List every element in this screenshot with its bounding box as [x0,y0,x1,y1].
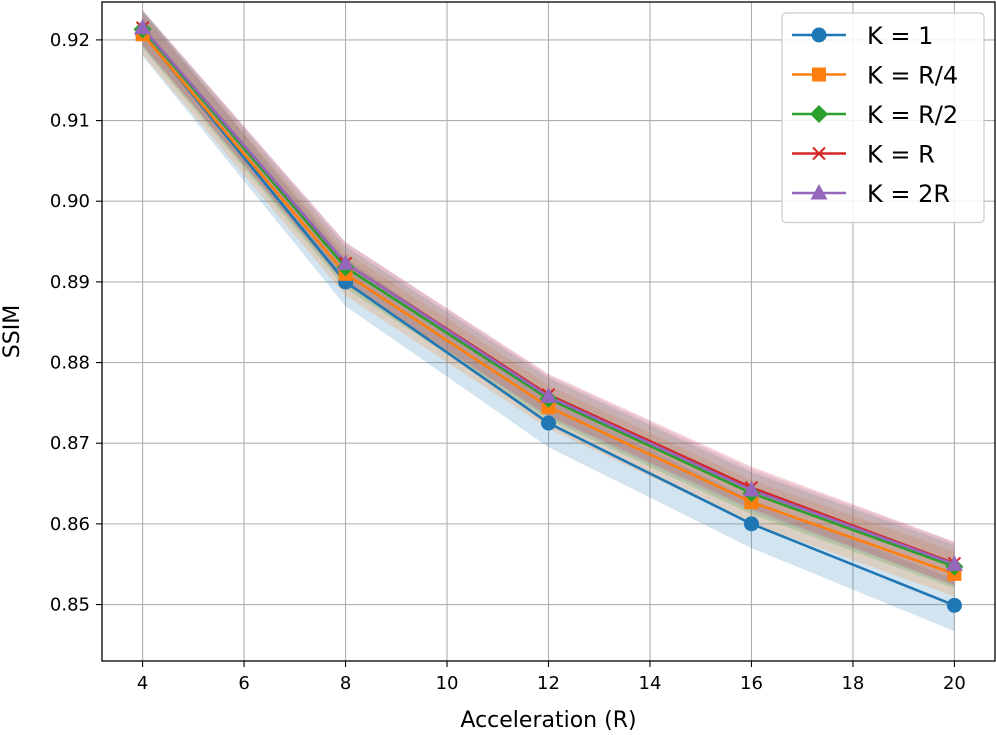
legend-marker [812,67,826,82]
series-band [142,10,955,586]
x-tick-label: 18 [841,673,864,694]
y-tick-label: 0.88 [50,353,90,374]
x-tick-label: 10 [436,673,459,694]
legend-item[interactable]: K = R [792,141,935,169]
legend-item[interactable]: K = R/2 [792,101,958,129]
y-tick-label: 0.91 [50,111,90,132]
data-point [743,516,759,532]
y-axis-ticks: 0.85 0.86 0.87 0.88 0.89 0.90 0.91 0.92 [50,30,102,616]
data-point [337,254,355,270]
x-axis-ticks: 4 6 8 10 12 14 16 18 20 [137,661,966,694]
x-tick-label: 8 [340,673,351,694]
legend-marker [812,146,826,161]
legend-item[interactable]: K = R/4 [792,62,958,90]
series-band [142,10,955,632]
y-tick-label: 0.85 [50,595,90,616]
data-point [946,597,962,613]
legend-label: K = 2R [867,180,950,208]
series-markers [133,18,964,613]
legend-box [781,12,985,224]
legend-label: K = R/4 [867,62,958,90]
data-point [541,415,556,431]
y-tick-label: 0.90 [50,191,90,212]
data-point [742,480,760,497]
y-tick-label: 0.89 [50,272,90,293]
data-point [945,555,963,571]
y-tick-label: 0.92 [50,30,90,51]
legend-item[interactable]: K = 2R [792,180,950,208]
data-point [540,387,557,403]
x-tick-label: 14 [639,673,662,694]
legend-label: K = R [867,141,935,169]
y-tick-label: 0.87 [50,433,90,454]
legend-label: K = R/2 [867,101,958,129]
series-band [142,10,955,589]
x-axis-label: Acceleration (R) [460,708,636,733]
legend-marker [810,105,828,123]
legend-marker [810,184,828,200]
legend-marker [811,27,827,43]
x-tick-label: 20 [943,673,966,694]
x-tick-label: 12 [537,673,560,694]
y-axis-label: SSIM [0,305,25,358]
y-tick-label: 0.86 [50,514,90,535]
grid-lines [102,2,995,661]
x-tick-label: 16 [740,673,763,694]
legend[interactable]: K = 1 K = R/4 K = R/2 K = R K = 2R [781,12,985,224]
x-tick-label: 4 [137,673,148,694]
series-band [142,10,955,586]
x-tick-label: 6 [238,673,249,694]
data-point [134,18,152,35]
legend-label: K = 1 [867,22,933,50]
legend-item[interactable]: K = 1 [792,22,933,50]
